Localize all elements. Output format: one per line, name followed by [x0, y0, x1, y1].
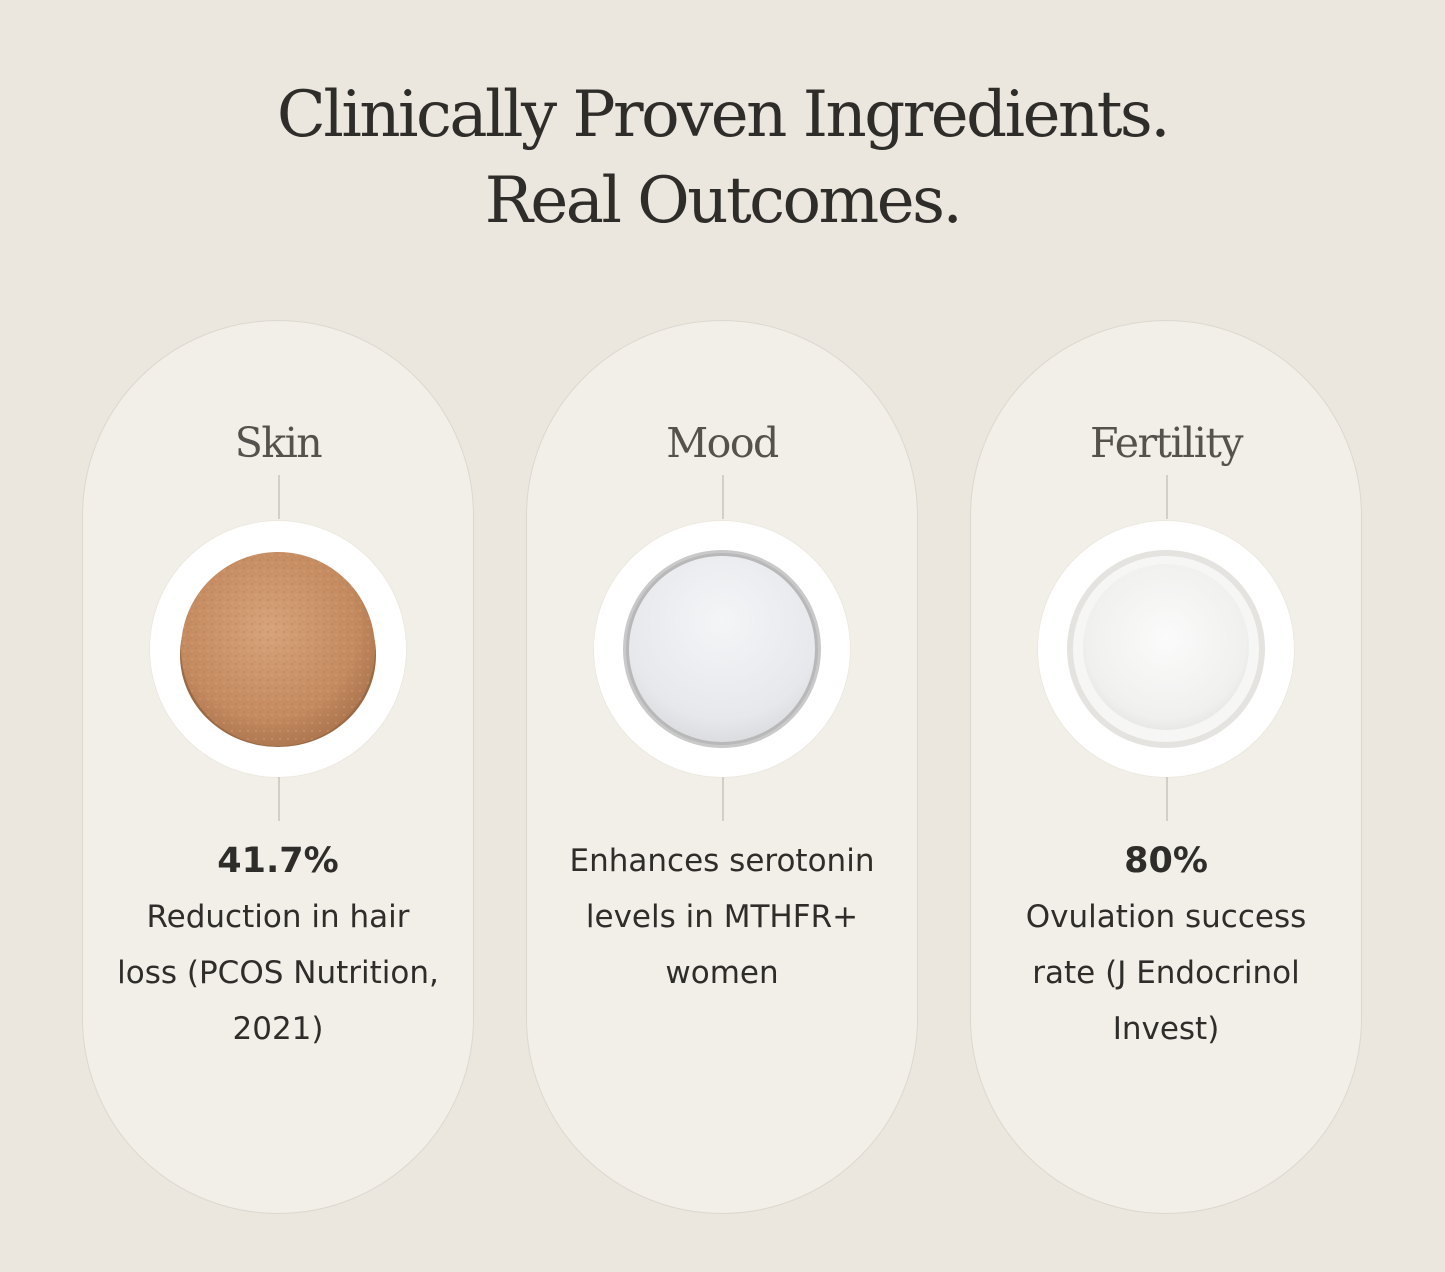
benefit-card-mood: Mood Enhances serotonin levels in MTHFR+… — [526, 320, 918, 1214]
card-description: Ovulation success rate (J Endocrinol Inv… — [1025, 899, 1307, 1047]
ingredient-image-frame — [149, 520, 407, 778]
page-headline: Clinically Proven Ingredients. Real Outc… — [0, 72, 1445, 244]
connector-line — [1166, 475, 1168, 519]
white-powder-bowl-image — [1067, 550, 1265, 748]
ingredient-image-frame — [1037, 520, 1295, 778]
headline-line-1: Clinically Proven Ingredients. — [276, 78, 1171, 152]
connector-line — [1166, 777, 1168, 821]
connector-line — [278, 777, 280, 821]
headline-line-2: Real Outcomes. — [484, 164, 963, 238]
card-body: 80% Ovulation success rate (J Endocrinol… — [1001, 833, 1331, 1057]
card-body: 41.7% Reduction in hair loss (PCOS Nutri… — [113, 833, 443, 1057]
connector-line — [722, 475, 724, 519]
card-description: Enhances serotonin levels in MTHFR+ wome… — [569, 843, 875, 991]
brown-tablet-image — [180, 552, 376, 747]
benefit-card-fertility: Fertility 80% Ovulation success rate (J … — [970, 320, 1362, 1214]
card-title: Fertility — [1089, 419, 1244, 467]
card-body: Enhances serotonin levels in MTHFR+ wome… — [557, 833, 887, 1001]
card-stat: 80% — [1124, 841, 1208, 881]
card-title: Mood — [666, 419, 779, 467]
card-stat: 41.7% — [217, 841, 339, 881]
ingredient-image-frame — [593, 520, 851, 778]
benefit-card-skin: Skin 41.7% Reduction in hair l — [82, 320, 474, 1214]
card-description: Reduction in hair loss (PCOS Nutrition, … — [117, 899, 439, 1047]
connector-line — [278, 475, 280, 519]
white-powder-dish-image — [623, 550, 821, 748]
connector-line — [722, 777, 724, 821]
card-title: Skin — [234, 419, 323, 467]
